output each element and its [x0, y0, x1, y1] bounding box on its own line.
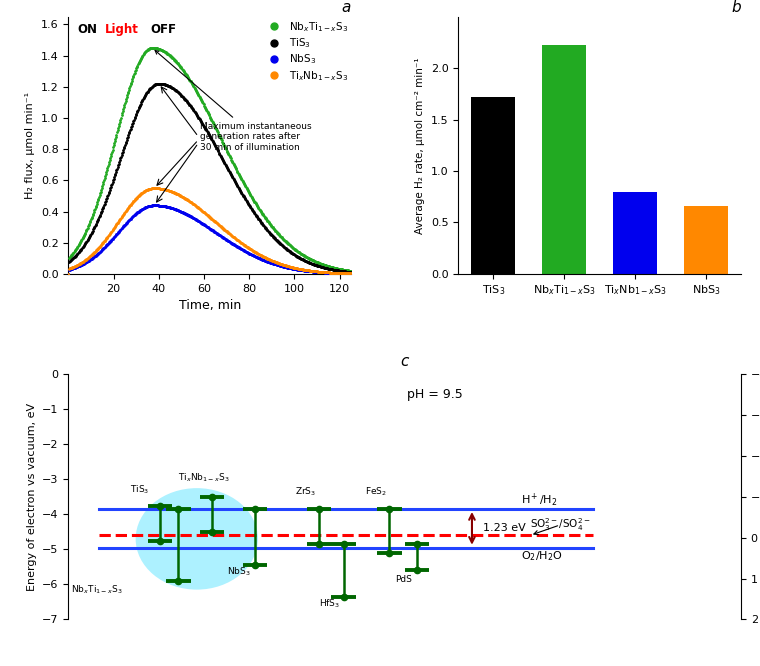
Text: b: b	[731, 1, 741, 15]
Y-axis label: H₂ flux, μmol min⁻¹: H₂ flux, μmol min⁻¹	[25, 92, 36, 199]
Bar	[542, 45, 586, 274]
Text: 1.23 eV: 1.23 eV	[483, 523, 526, 533]
Text: ON: ON	[77, 23, 97, 36]
Text: PdS: PdS	[395, 575, 413, 583]
Text: Ti$_x$Nb$_{1-x}$S$_3$: Ti$_x$Nb$_{1-x}$S$_3$	[179, 472, 230, 484]
Bar	[613, 192, 657, 274]
X-axis label: Time, min: Time, min	[179, 299, 241, 312]
Text: H$^+$/H$_2$: H$^+$/H$_2$	[521, 492, 557, 509]
Text: NbS$_3$: NbS$_3$	[227, 566, 251, 578]
Text: FeS$_2$: FeS$_2$	[365, 486, 387, 498]
Bar	[471, 97, 515, 274]
Bar	[684, 206, 728, 274]
Y-axis label: Average H₂ rate, μmol cm⁻² min⁻¹: Average H₂ rate, μmol cm⁻² min⁻¹	[416, 57, 426, 234]
Text: O$_2$/H$_2$O: O$_2$/H$_2$O	[521, 549, 562, 563]
Text: OFF: OFF	[150, 23, 176, 36]
Text: SO$_3^{2-}$/SO$_4^{2-}$: SO$_3^{2-}$/SO$_4^{2-}$	[530, 516, 591, 535]
Text: a: a	[342, 1, 351, 15]
Title: c: c	[401, 354, 409, 369]
Text: pH = 9.5: pH = 9.5	[407, 388, 463, 402]
Text: HfS$_3$: HfS$_3$	[319, 597, 340, 610]
Text: ZrS$_3$: ZrS$_3$	[295, 486, 316, 498]
Y-axis label: Energy of electron vs vacuum, eV: Energy of electron vs vacuum, eV	[27, 403, 36, 591]
Legend: Nb$_x$Ti$_{1-x}$S$_3$, TiS$_3$, NbS$_3$, Ti$_x$Nb$_{1-x}$S$_3$: Nb$_x$Ti$_{1-x}$S$_3$, TiS$_3$, NbS$_3$,…	[264, 20, 348, 83]
Text: TiS$_3$: TiS$_3$	[129, 484, 149, 496]
Text: Nb$_x$Ti$_{1-x}$S$_3$: Nb$_x$Ti$_{1-x}$S$_3$	[71, 583, 123, 596]
Ellipse shape	[135, 488, 258, 589]
Text: Light: Light	[105, 23, 139, 36]
Text: Maximum instantaneous
generation rates after
30 min of illumination: Maximum instantaneous generation rates a…	[155, 51, 311, 152]
